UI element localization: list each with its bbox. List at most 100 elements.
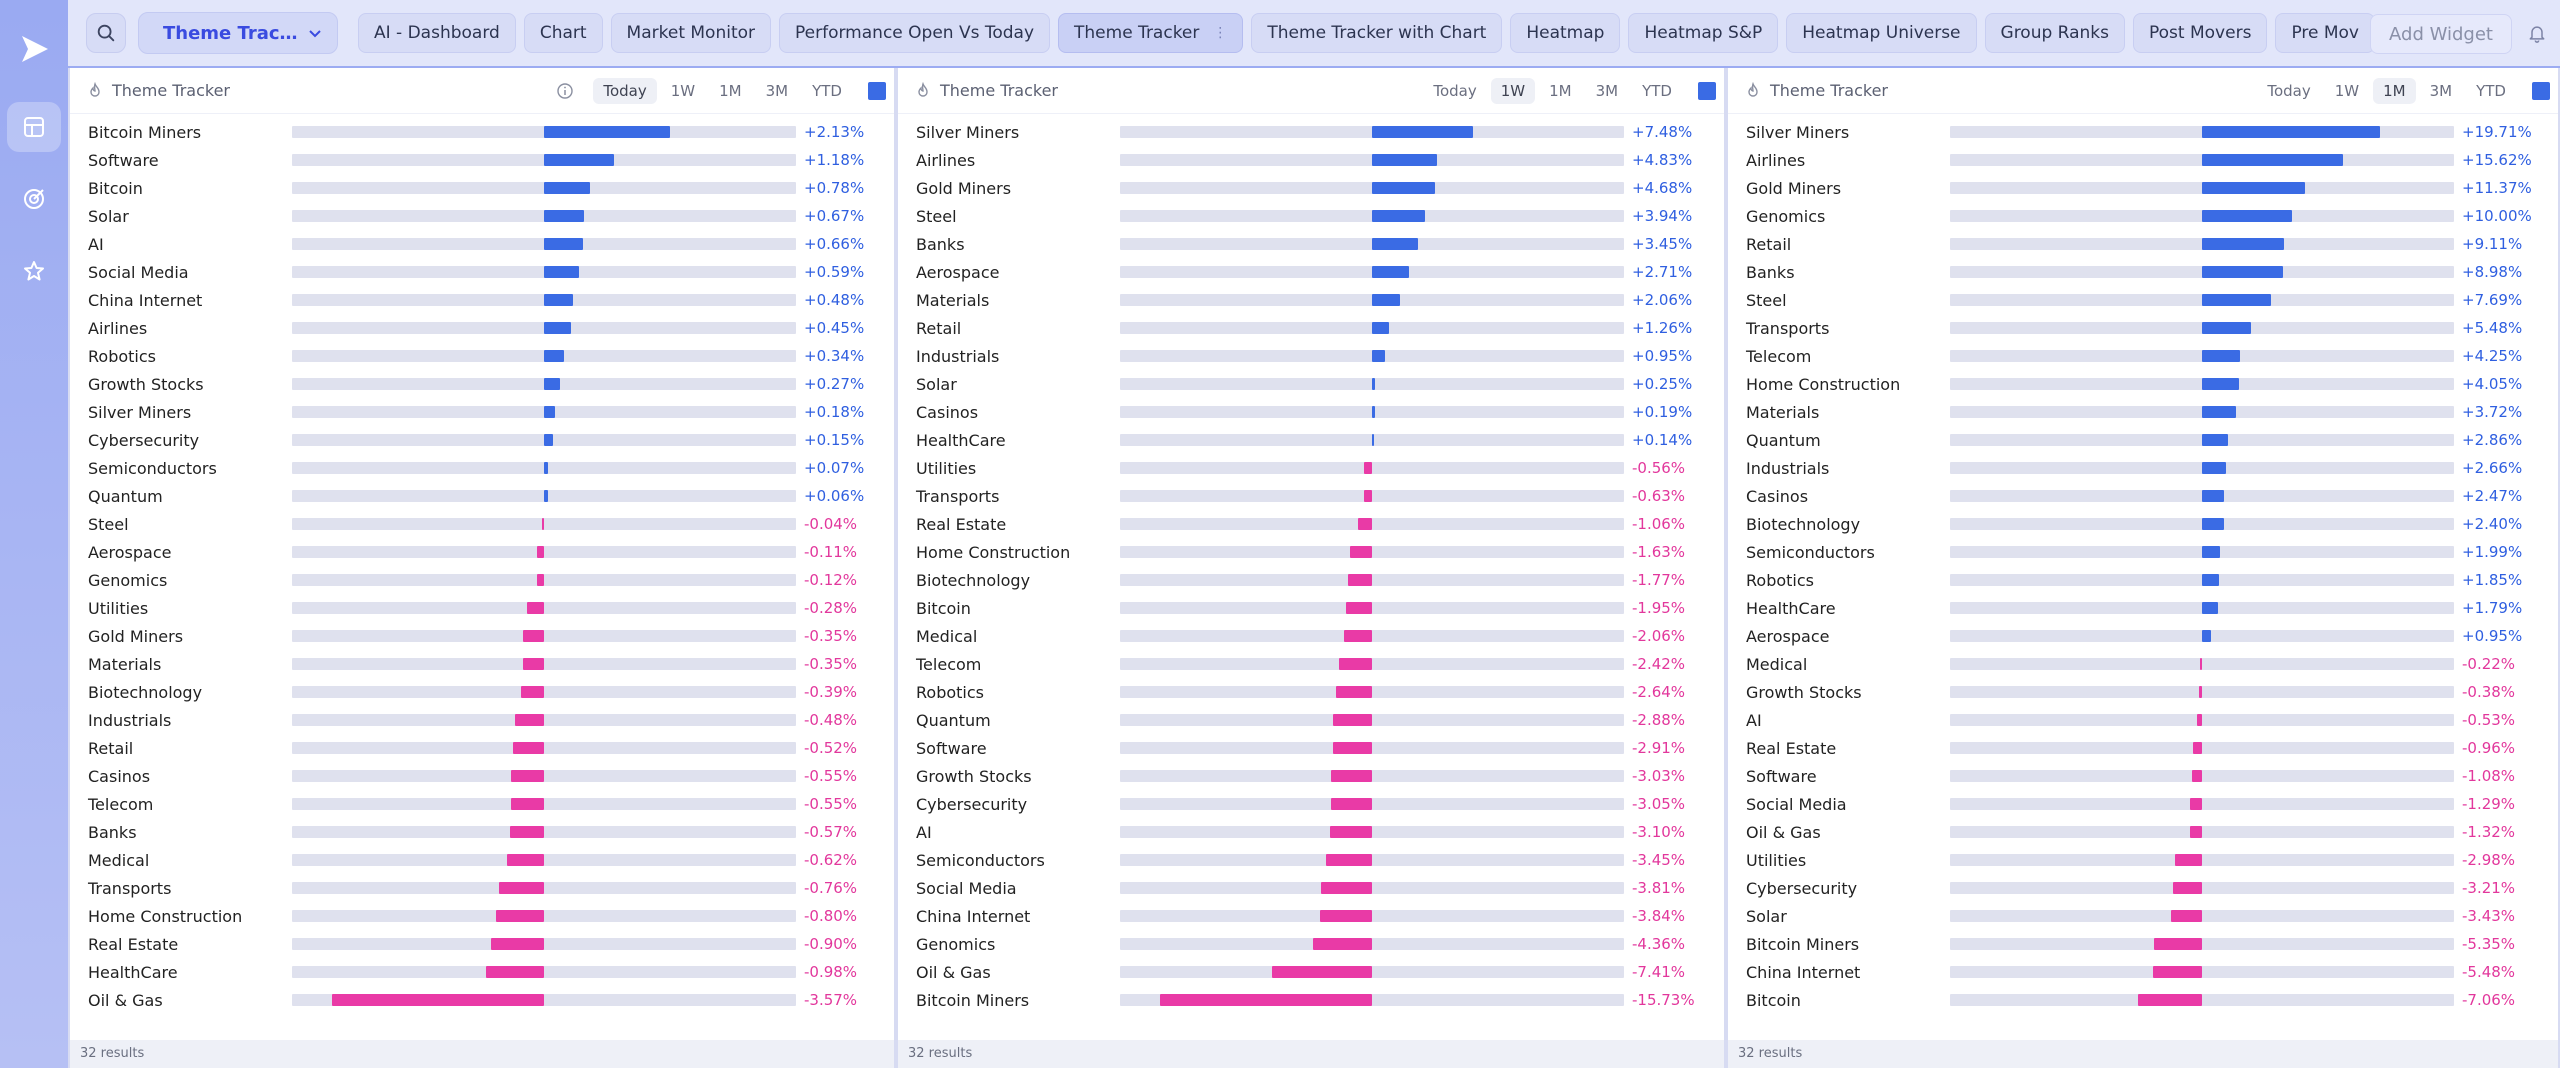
tab-theme-tracker[interactable]: Theme Tracker ⋮ (1058, 13, 1244, 53)
theme-row[interactable]: Real Estate -0.96% (1728, 734, 2558, 762)
theme-row[interactable]: Robotics +0.34% (70, 342, 894, 370)
theme-row[interactable]: AI -0.53% (1728, 706, 2558, 734)
theme-row[interactable]: Casinos -0.55% (70, 762, 894, 790)
period-button-1m[interactable]: 1M (1549, 81, 1572, 100)
theme-row[interactable]: Real Estate -1.06% (898, 510, 1724, 538)
tab-heatmap[interactable]: Heatmap (1510, 13, 1621, 53)
tab-heatmap-universe[interactable]: Heatmap Universe (1786, 13, 1977, 53)
tab-group-ranks[interactable]: Group Ranks (1984, 13, 2126, 53)
theme-row[interactable]: Social Media -1.29% (1728, 790, 2558, 818)
theme-row[interactable]: Genomics -4.36% (898, 930, 1724, 958)
theme-row[interactable]: HealthCare +1.79% (1728, 594, 2558, 622)
theme-row[interactable]: Aerospace +0.95% (1728, 622, 2558, 650)
theme-row[interactable]: Bitcoin Miners -15.73% (898, 986, 1724, 1014)
theme-row[interactable]: Airlines +4.83% (898, 146, 1724, 174)
theme-row[interactable]: Gold Miners -0.35% (70, 622, 894, 650)
theme-row[interactable]: Cybersecurity +0.15% (70, 426, 894, 454)
theme-row[interactable]: Bitcoin Miners +2.13% (70, 118, 894, 146)
tab-pre-mov[interactable]: Pre Mov (2275, 13, 2375, 53)
tab-theme-tracker-with-chart[interactable]: Theme Tracker with Chart (1251, 13, 1503, 53)
theme-row[interactable]: Solar +0.67% (70, 202, 894, 230)
period-button-1m[interactable]: 1M (719, 81, 742, 100)
theme-row[interactable]: HealthCare +0.14% (898, 426, 1724, 454)
theme-row[interactable]: Steel +3.94% (898, 202, 1724, 230)
theme-row[interactable]: Gold Miners +4.68% (898, 174, 1724, 202)
period-button-3m[interactable]: 3M (2429, 81, 2453, 100)
period-button-today[interactable]: Today (2267, 81, 2311, 100)
theme-row[interactable]: Software +1.18% (70, 146, 894, 174)
tab-chart[interactable]: Chart (523, 13, 603, 53)
period-button-1w[interactable]: 1W (670, 81, 696, 100)
theme-row[interactable]: Transports -0.76% (70, 874, 894, 902)
theme-row[interactable]: Biotechnology -0.39% (70, 678, 894, 706)
theme-row[interactable]: Utilities -0.28% (70, 594, 894, 622)
period-button-3m[interactable]: 3M (1595, 81, 1619, 100)
nav-layouts[interactable] (7, 102, 61, 152)
theme-row[interactable]: Home Construction -0.80% (70, 902, 894, 930)
theme-row[interactable]: Cybersecurity -3.21% (1728, 874, 2558, 902)
theme-row[interactable]: Solar -3.43% (1728, 902, 2558, 930)
theme-row[interactable]: Quantum -2.88% (898, 706, 1724, 734)
theme-row[interactable]: Genomics +10.00% (1728, 202, 2558, 230)
tab-market-monitor[interactable]: Market Monitor (610, 13, 772, 53)
theme-row[interactable]: China Internet +0.48% (70, 286, 894, 314)
kebab-menu-icon[interactable]: ⋮ (1213, 25, 1228, 41)
theme-row[interactable]: Steel +7.69% (1728, 286, 2558, 314)
theme-row[interactable]: AI +0.66% (70, 230, 894, 258)
nav-favorites[interactable] (7, 246, 61, 296)
theme-row[interactable]: Airlines +15.62% (1728, 146, 2558, 174)
theme-row[interactable]: Bitcoin -1.95% (898, 594, 1724, 622)
period-button-ytd[interactable]: YTD (1642, 81, 1672, 100)
theme-row[interactable]: Genomics -0.12% (70, 566, 894, 594)
period-button-3m[interactable]: 3M (765, 81, 789, 100)
period-button-1w[interactable]: 1W (2334, 81, 2360, 100)
theme-row[interactable]: Silver Miners +7.48% (898, 118, 1724, 146)
theme-row[interactable]: Materials +2.06% (898, 286, 1724, 314)
period-button-today[interactable]: Today (593, 77, 657, 104)
color-link-button[interactable] (1698, 81, 1716, 100)
theme-row[interactable]: Home Construction -1.63% (898, 538, 1724, 566)
theme-row[interactable]: Aerospace +2.71% (898, 258, 1724, 286)
theme-row[interactable]: Growth Stocks +0.27% (70, 370, 894, 398)
period-button-ytd[interactable]: YTD (812, 81, 842, 100)
theme-row[interactable]: Casinos +0.19% (898, 398, 1724, 426)
theme-row[interactable]: Social Media -3.81% (898, 874, 1724, 902)
theme-row[interactable]: Silver Miners +19.71% (1728, 118, 2558, 146)
theme-row[interactable]: Real Estate -0.90% (70, 930, 894, 958)
theme-row[interactable]: Growth Stocks -0.38% (1728, 678, 2558, 706)
info-icon[interactable] (555, 81, 575, 101)
theme-row[interactable]: Industrials +2.66% (1728, 454, 2558, 482)
theme-row[interactable]: Airlines +0.45% (70, 314, 894, 342)
theme-row[interactable]: Medical -0.62% (70, 846, 894, 874)
theme-row[interactable]: Casinos +2.47% (1728, 482, 2558, 510)
theme-row[interactable]: Utilities -0.56% (898, 454, 1724, 482)
theme-row[interactable]: Banks +8.98% (1728, 258, 2558, 286)
bell-icon[interactable] (2524, 20, 2550, 46)
theme-row[interactable]: Oil & Gas -1.32% (1728, 818, 2558, 846)
period-button-1m[interactable]: 1M (2373, 77, 2416, 104)
theme-row[interactable]: Industrials -0.48% (70, 706, 894, 734)
theme-row[interactable]: Semiconductors +0.07% (70, 454, 894, 482)
theme-row[interactable]: Semiconductors +1.99% (1728, 538, 2558, 566)
theme-row[interactable]: Oil & Gas -3.57% (70, 986, 894, 1014)
theme-row[interactable]: Bitcoin -7.06% (1728, 986, 2558, 1014)
theme-row[interactable]: Telecom -2.42% (898, 650, 1724, 678)
theme-row[interactable]: Materials +3.72% (1728, 398, 2558, 426)
theme-row[interactable]: Solar +0.25% (898, 370, 1724, 398)
theme-row[interactable]: Transports +5.48% (1728, 314, 2558, 342)
theme-row[interactable]: Quantum +0.06% (70, 482, 894, 510)
theme-row[interactable]: Telecom +4.25% (1728, 342, 2558, 370)
theme-row[interactable]: Banks -0.57% (70, 818, 894, 846)
tab-ai-dashboard[interactable]: AI - Dashboard (358, 13, 516, 53)
theme-row[interactable]: Medical -2.06% (898, 622, 1724, 650)
theme-row[interactable]: Materials -0.35% (70, 650, 894, 678)
add-widget-button[interactable]: Add Widget (2370, 14, 2512, 54)
theme-row[interactable]: Home Construction +4.05% (1728, 370, 2558, 398)
theme-row[interactable]: Utilities -2.98% (1728, 846, 2558, 874)
tab-post-movers[interactable]: Post Movers (2133, 13, 2268, 53)
theme-row[interactable]: Aerospace -0.11% (70, 538, 894, 566)
theme-row[interactable]: Banks +3.45% (898, 230, 1724, 258)
theme-row[interactable]: Robotics +1.85% (1728, 566, 2558, 594)
theme-row[interactable]: Growth Stocks -3.03% (898, 762, 1724, 790)
theme-row[interactable]: Industrials +0.95% (898, 342, 1724, 370)
